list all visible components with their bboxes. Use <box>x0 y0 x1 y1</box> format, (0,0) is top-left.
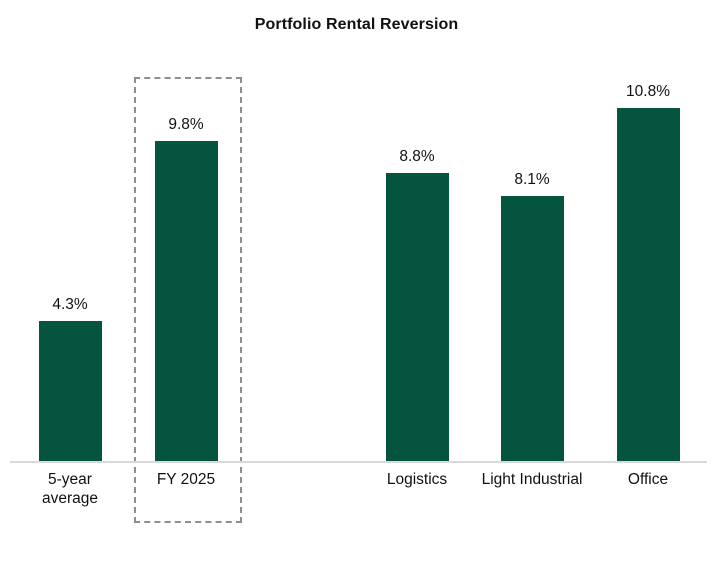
value-label-logistics: 8.8% <box>399 148 435 165</box>
value-label-fy-2025: 9.8% <box>168 116 204 133</box>
bar-logistics <box>385 173 449 462</box>
value-label-light-industrial: 8.1% <box>514 171 550 188</box>
category-label-5-year-average: 5-year average <box>41 471 99 507</box>
category-label-fy-2025: FY 2025 <box>156 471 216 488</box>
x-axis-line <box>10 461 707 463</box>
fy2025-highlight-box <box>134 77 242 523</box>
category-label-light-industrial: Light Industrial <box>481 471 583 488</box>
bar-5-year-average <box>38 321 102 462</box>
category-label-office: Office <box>627 471 669 488</box>
chart-title: Portfolio Rental Reversion <box>254 16 459 33</box>
value-label-office: 10.8% <box>626 83 670 100</box>
bar-office <box>616 108 680 462</box>
category-label-logistics: Logistics <box>386 471 448 488</box>
bar-light-industrial <box>500 196 564 462</box>
bar-fy-2025 <box>154 141 218 462</box>
value-label-5-year-average: 4.3% <box>52 296 88 313</box>
